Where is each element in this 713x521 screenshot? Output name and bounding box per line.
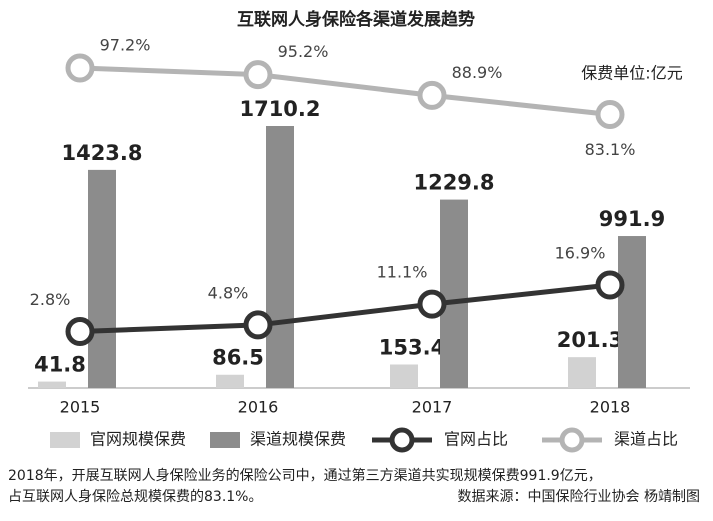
- bar-label: 153.4: [379, 335, 445, 359]
- x-tick-label: 2017: [412, 398, 453, 417]
- point-label: 95.2%: [278, 42, 329, 61]
- bar-label: 991.9: [599, 207, 665, 231]
- bar-label: 1229.8: [413, 171, 494, 195]
- legend-swatch: [210, 432, 240, 448]
- line-point: [243, 310, 273, 340]
- unit-label: 保费单位:亿元: [581, 64, 682, 83]
- line-point: [243, 60, 273, 90]
- legend-label: 渠道规模保费: [250, 430, 346, 449]
- bar-label: 86.5: [212, 346, 264, 370]
- note: 2018年，开展互联网人身保险业务的保险公司中，通过第三方渠道共实现规模保费99…: [8, 467, 602, 484]
- x-tick-label: 2018: [590, 398, 631, 417]
- line-point: [65, 317, 95, 347]
- bar: [216, 374, 244, 388]
- point-label: 97.2%: [100, 36, 151, 55]
- line-point: [417, 289, 447, 319]
- line-point: [417, 80, 447, 110]
- line-point: [595, 270, 625, 300]
- point-label: 11.1%: [377, 263, 428, 282]
- bar-label: 1710.2: [239, 97, 320, 121]
- chart-title: 互联网人身保险各渠道发展趋势: [237, 9, 475, 30]
- bar-label: 201.3: [557, 328, 623, 352]
- point-label: 16.9%: [555, 244, 606, 263]
- point-label: 4.8%: [208, 283, 249, 302]
- line: [79, 65, 611, 118]
- bar: [390, 364, 418, 388]
- bar: [38, 381, 66, 388]
- legend-swatch: [559, 427, 585, 453]
- point-label: 88.9%: [452, 63, 503, 82]
- point-label: 83.1%: [585, 140, 636, 159]
- x-tick-label: 2015: [60, 398, 101, 417]
- bar: [618, 236, 646, 388]
- line-point: [65, 53, 95, 83]
- x-tick-label: 2016: [238, 398, 279, 417]
- bar: [266, 126, 294, 388]
- point-label: 2.8%: [30, 290, 71, 309]
- note: 占互联网人身保险总规模保费的83.1%。: [8, 489, 262, 505]
- bar: [440, 199, 468, 388]
- source: 数据来源：中国保险行业协会 杨靖制图: [458, 489, 700, 505]
- line: [79, 282, 611, 335]
- legend-swatch: [389, 427, 415, 453]
- bar-label: 41.8: [34, 353, 86, 377]
- bar-label: 1423.8: [61, 141, 142, 165]
- legend-label: 渠道占比: [614, 430, 678, 449]
- legend-label: 官网占比: [444, 430, 508, 449]
- line-point: [595, 100, 625, 130]
- legend-swatch: [50, 432, 80, 448]
- legend-label: 官网规模保费: [90, 430, 186, 449]
- bar: [568, 357, 596, 388]
- bar: [88, 169, 116, 388]
